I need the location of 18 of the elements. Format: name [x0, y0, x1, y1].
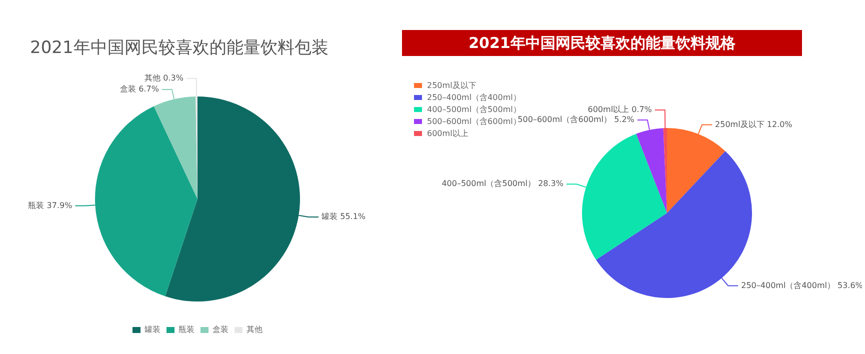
category-label: 其他 0.3% — [144, 74, 184, 83]
category-label: 瓶装 37.9% — [28, 200, 72, 210]
legend-label: 盒装 — [212, 325, 228, 334]
legend-label: 250–400ml（含400ml） — [426, 92, 521, 104]
legend-label: 其他 — [246, 325, 262, 334]
category-label: 600ml以上 0.7% — [588, 105, 652, 114]
category-label: 盒装 6.7% — [120, 84, 159, 94]
chart-title: 2021年中国网民较喜欢的能量饮料规格 — [402, 30, 802, 56]
category-label: 400–500ml（含500ml） 28.3% — [442, 179, 564, 188]
category-label: 罐装 55.1% — [322, 212, 366, 222]
legend-label: 250ml及以下 — [426, 80, 478, 92]
legend-label: 罐装 — [144, 325, 160, 334]
legend-label: 瓶装 — [178, 325, 194, 334]
category-label: 250ml及以下 12.0% — [715, 120, 792, 129]
legend-label: 400–500ml（含500ml） — [426, 104, 521, 116]
category-label: 500–600ml（含600ml） 5.2% — [518, 115, 634, 124]
legend-label: 600ml以上 — [426, 128, 470, 140]
chart-title: 2021年中国网民较喜欢的能量饮料包装 — [30, 37, 328, 59]
